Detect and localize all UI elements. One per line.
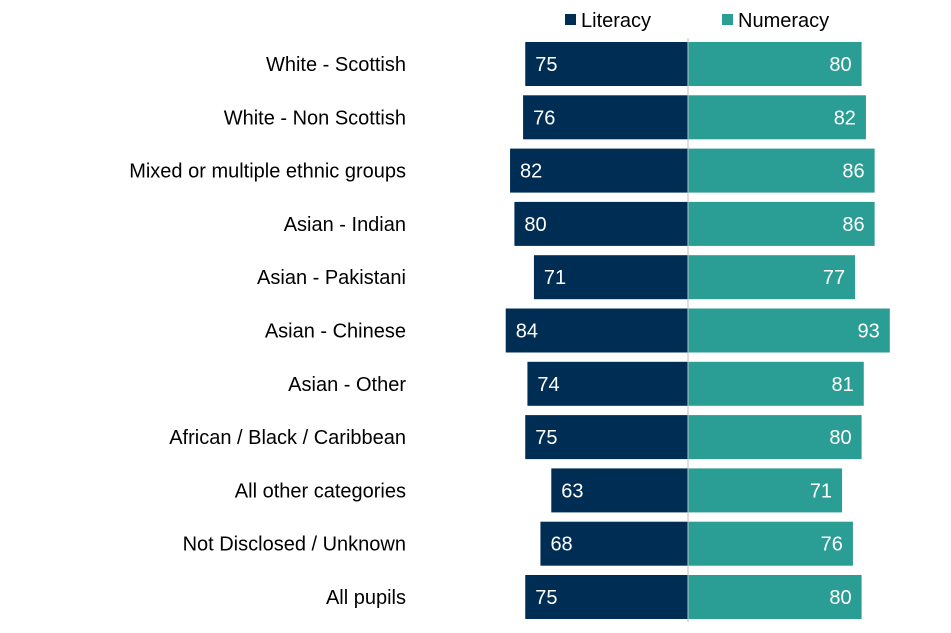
literacy-bar	[533, 255, 688, 300]
literacy-bar	[523, 95, 688, 140]
literacy-bar	[540, 521, 688, 566]
literacy-value-label: 82	[520, 161, 542, 183]
legend: Literacy Numeracy	[565, 10, 829, 32]
numeracy-bar	[688, 95, 866, 140]
literacy-bar	[525, 42, 688, 86]
numeracy-bar	[688, 575, 862, 619]
literacy-value-label: 75	[535, 587, 557, 609]
numeracy-bar	[688, 468, 843, 513]
numeracy-bar	[688, 308, 890, 353]
category-label: Not Disclosed / Unknown	[183, 534, 406, 556]
literacy-value-label: 76	[533, 107, 555, 129]
literacy-value-label: 63	[561, 480, 583, 502]
literacy-value-label: 75	[535, 427, 557, 449]
numeracy-bar	[688, 361, 864, 406]
literacy-bar	[505, 308, 688, 353]
category-label: Asian - Indian	[284, 214, 406, 236]
numeracy-value-label: 71	[810, 480, 832, 502]
category-label: Asian - Chinese	[265, 321, 406, 343]
literacy-value-label: 80	[524, 214, 546, 236]
bars: White - Scottish 75 80 White - Non Scottish…	[129, 42, 890, 619]
literacy-value-label: 75	[535, 54, 557, 76]
category-label: Mixed or multiple ethnic groups	[129, 161, 406, 183]
category-label: All other categories	[235, 480, 406, 502]
literacy-value-label: 84	[516, 321, 538, 343]
legend-label-literacy: Literacy	[581, 10, 651, 32]
literacy-bar	[525, 575, 688, 619]
numeracy-value-label: 80	[829, 54, 851, 76]
numeracy-value-label: 86	[842, 161, 864, 183]
numeracy-value-label: 80	[829, 587, 851, 609]
numeracy-bar	[688, 521, 853, 566]
category-label: White - Scottish	[266, 54, 406, 76]
literacy-bar	[551, 468, 688, 513]
legend-label-numeracy: Numeracy	[738, 10, 829, 32]
literacy-value-label: 74	[537, 374, 559, 396]
literacy-bar	[514, 201, 688, 246]
legend-swatch-numeracy	[722, 14, 733, 25]
numeracy-value-label: 76	[821, 534, 843, 556]
numeracy-bar	[688, 415, 862, 460]
category-label: African / Black / Caribbean	[169, 427, 406, 449]
category-label: Asian - Other	[288, 374, 406, 396]
numeracy-value-label: 82	[834, 107, 856, 129]
literacy-bar	[525, 415, 688, 460]
numeracy-value-label: 77	[823, 267, 845, 289]
numeracy-value-label: 86	[842, 214, 864, 236]
numeracy-bar	[688, 255, 856, 300]
category-label: White - Non Scottish	[224, 107, 406, 129]
numeracy-value-label: 80	[829, 427, 851, 449]
literacy-bar	[527, 361, 688, 406]
literacy-bar	[510, 148, 688, 193]
legend-swatch-literacy	[565, 14, 576, 25]
numeracy-bar	[688, 201, 875, 246]
numeracy-bar	[688, 148, 875, 193]
numeracy-value-label: 81	[832, 374, 854, 396]
numeracy-bar	[688, 42, 862, 86]
category-label: All pupils	[326, 587, 406, 609]
literacy-value-label: 71	[544, 267, 566, 289]
literacy-value-label: 68	[550, 534, 572, 556]
category-label: Asian - Pakistani	[257, 267, 406, 289]
numeracy-value-label: 93	[858, 321, 880, 343]
